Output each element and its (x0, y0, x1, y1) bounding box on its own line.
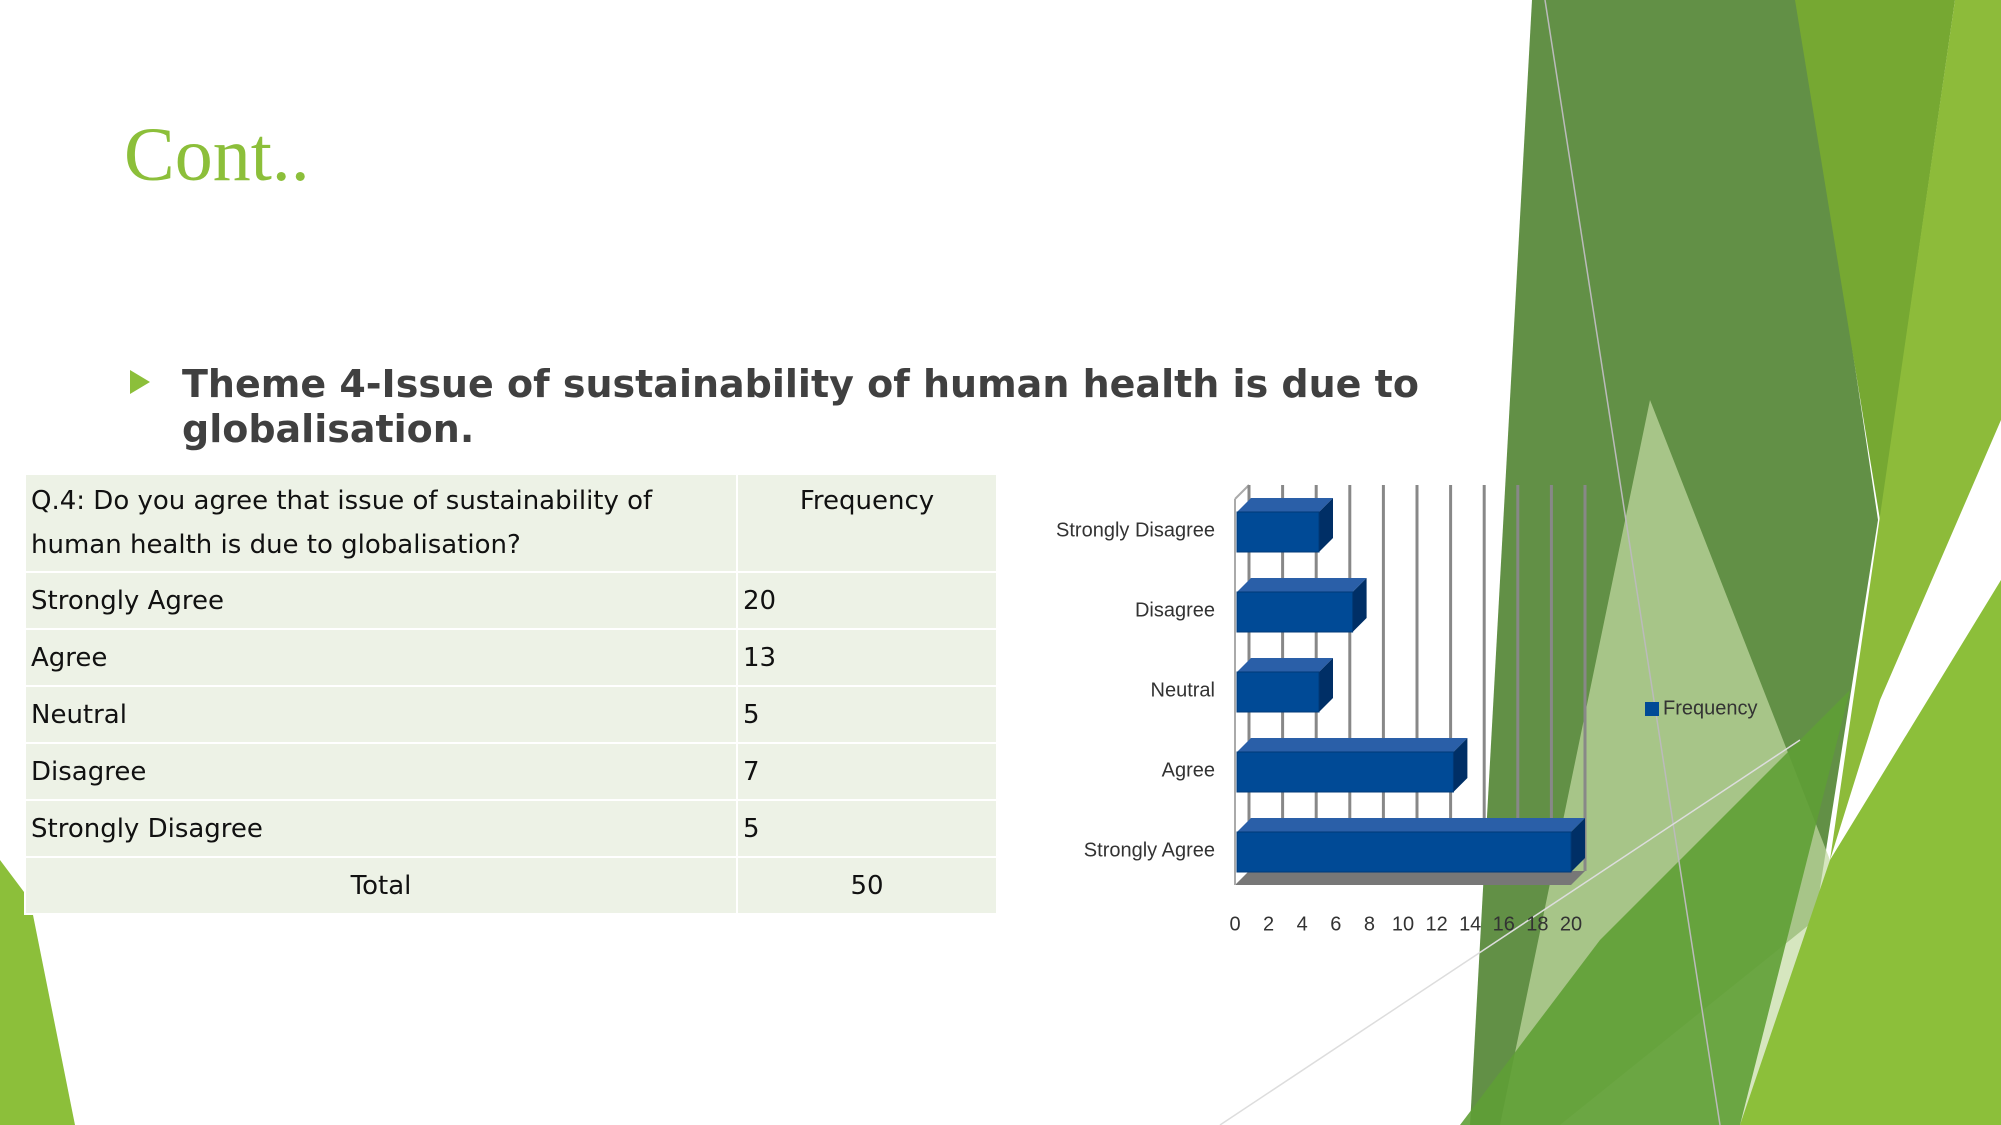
legend-label: Frequency (1663, 697, 1758, 719)
bar-side (1319, 498, 1333, 552)
bar (1236, 751, 1454, 793)
total-cell: Total (24, 856, 738, 915)
cell: Agree (24, 628, 738, 687)
cell: Disagree (24, 742, 738, 801)
cell: Strongly Disagree (24, 799, 738, 858)
bar-side (1453, 738, 1468, 792)
x-tick-label: 20 (1560, 913, 1582, 935)
cell: 13 (736, 628, 998, 687)
cell: 5 (736, 799, 998, 858)
legend-swatch (1645, 702, 1659, 716)
y-tick-label: Strongly Agree (1084, 839, 1215, 861)
cell: Neutral (24, 685, 738, 744)
x-tick-label: 4 (1297, 913, 1308, 935)
total-cell: 50 (736, 856, 998, 915)
bar-side (1319, 658, 1333, 712)
x-tick-label: 8 (1364, 913, 1375, 935)
bullet-text: Theme 4-Issue of sustainability of human… (182, 362, 1419, 451)
header-cell: Q.4: Do you agree that issue of sustaina… (24, 473, 738, 573)
bar (1236, 511, 1320, 553)
bar-top (1237, 738, 1468, 752)
slide-title: Cont.. (124, 113, 310, 197)
bar-top (1237, 498, 1333, 512)
header-cell: Frequency (736, 473, 998, 573)
x-tick-label: 6 (1330, 913, 1341, 935)
bar-top (1237, 818, 1585, 832)
y-tick-label: Disagree (1135, 599, 1215, 621)
bar (1236, 831, 1572, 873)
x-tick-label: 2 (1263, 913, 1274, 935)
x-tick-label: 0 (1229, 913, 1240, 935)
cell: 7 (736, 742, 998, 801)
cell: 20 (736, 571, 998, 630)
bar-top (1237, 578, 1367, 592)
y-tick-label: Agree (1162, 759, 1215, 781)
y-tick-label: Neutral (1151, 679, 1215, 701)
y-tick-label: Strongly Disagree (1056, 519, 1215, 541)
bar-side (1352, 578, 1367, 632)
bar (1236, 671, 1320, 713)
x-tick-label: 10 (1392, 913, 1414, 935)
x-tick-label: 12 (1425, 913, 1447, 935)
chart-floor (1235, 871, 1585, 885)
x-tick-label: 18 (1526, 913, 1548, 935)
cell: 5 (736, 685, 998, 744)
bullet-marker (130, 370, 150, 394)
cell: Strongly Agree (24, 571, 738, 630)
axis-wall (1234, 484, 1250, 500)
bar-top (1237, 658, 1333, 672)
x-tick-label: 16 (1493, 913, 1515, 935)
frequency-table: Q.4: Do you agree that issue of sustaina… (24, 473, 998, 915)
bar (1236, 591, 1354, 633)
x-tick-label: 14 (1459, 913, 1481, 935)
bar-side (1571, 818, 1585, 872)
